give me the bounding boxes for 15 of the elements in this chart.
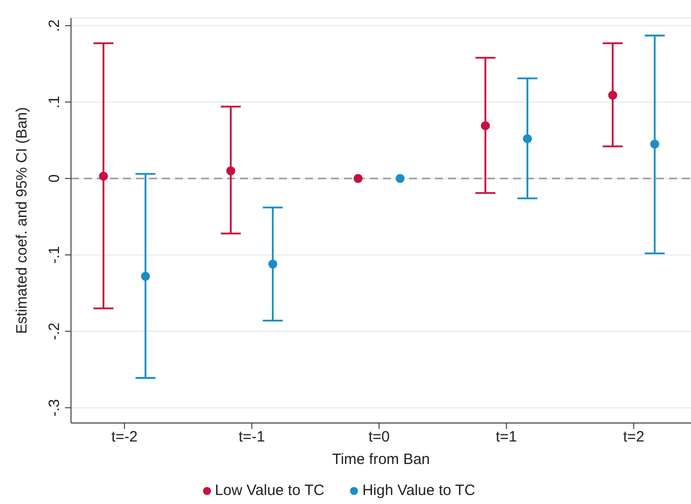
y-tick-label: .1	[46, 96, 63, 108]
y-axis-title: Estimated coef. and 95% CI (Ban)	[13, 107, 30, 334]
legend-label: High Value to TC	[362, 482, 476, 499]
y-tick-label: 0	[46, 174, 63, 183]
x-axis-title: Time from Ban	[332, 451, 430, 468]
y-tick-label: -.3	[46, 398, 63, 416]
x-tick-label: t=0	[368, 428, 390, 446]
y-tick-label: .2	[46, 19, 63, 32]
x-tick-label: t=1	[496, 428, 518, 446]
legend-label: Low Value to TC	[214, 482, 324, 499]
y-tick-label: -.2	[46, 322, 63, 340]
x-tick-label: t=2	[623, 428, 644, 446]
y-tick-label: -.1	[46, 246, 63, 264]
x-tick-label: t=-1	[238, 428, 265, 446]
x-tick-label: t=-2	[111, 428, 138, 446]
